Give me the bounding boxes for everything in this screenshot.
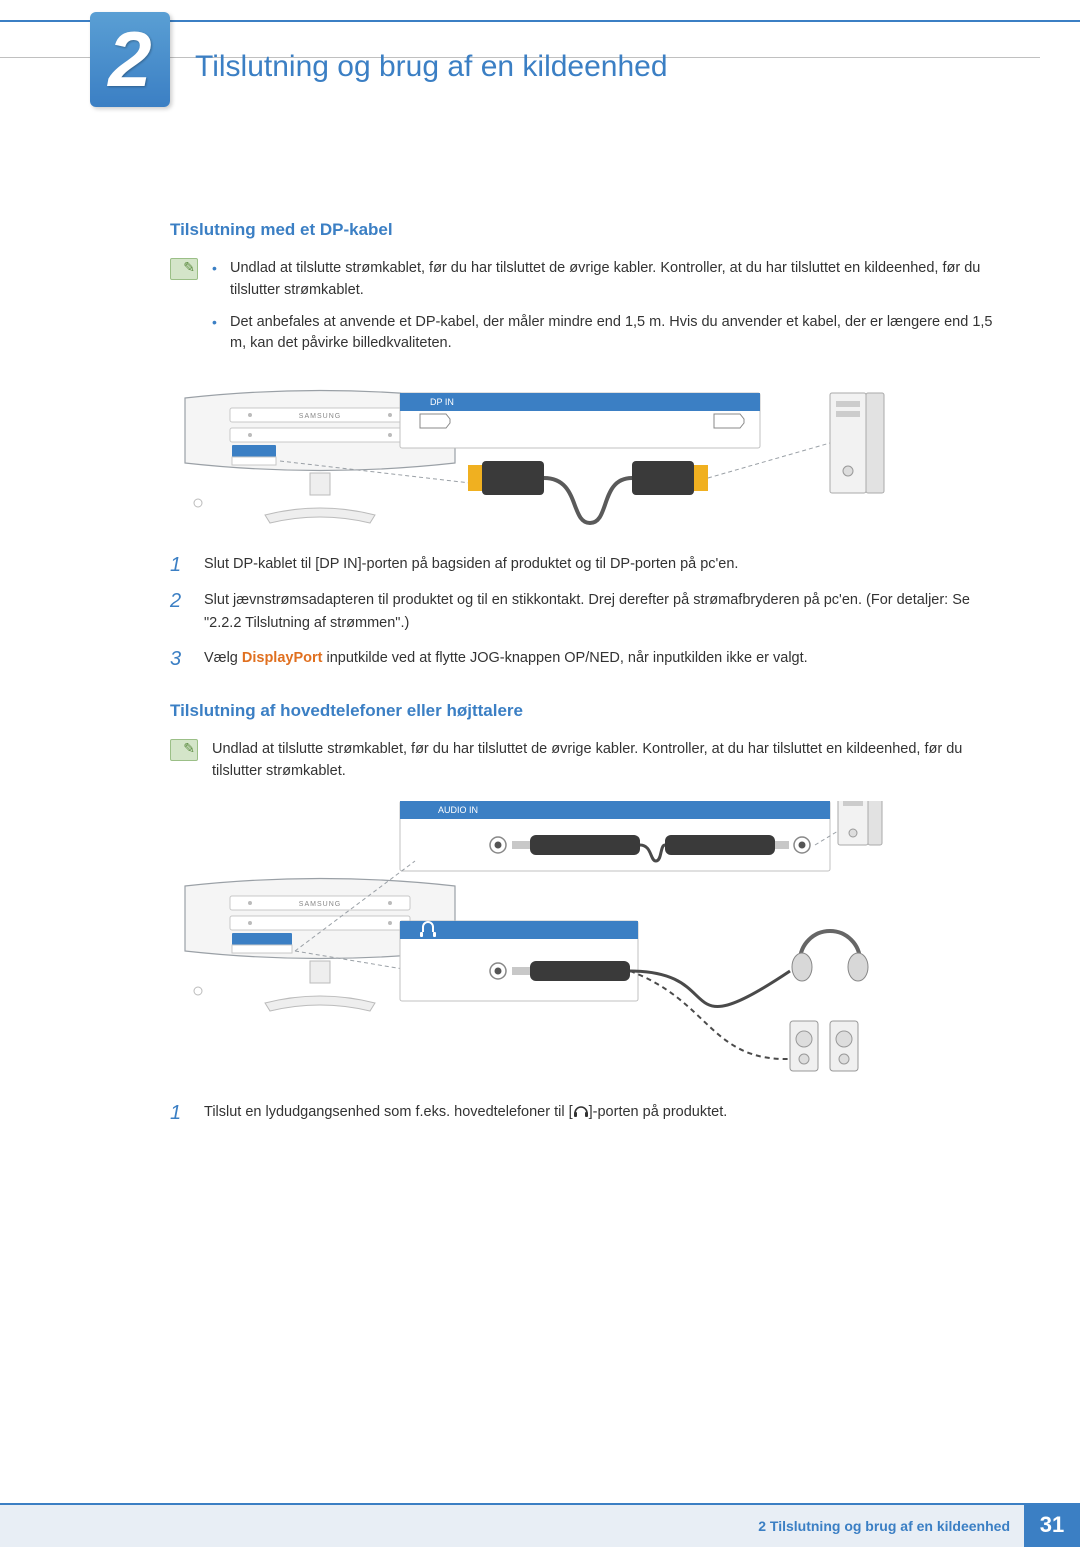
speakers-icon [790, 1021, 858, 1071]
note-item: Undlad at tilslutte strømkablet, før du … [212, 258, 1000, 302]
dp-port-label: DP IN [430, 397, 454, 407]
headphone-icon [573, 1104, 589, 1118]
step-text-pre: Tilslut en lydudgangsenhed som f.eks. ho… [204, 1104, 573, 1120]
audio-in-port-icon: AUDIO IN [400, 801, 830, 871]
monitor-brand-label: SAMSUNG [299, 413, 341, 420]
step-text: Slut DP-kablet til [DP IN]-porten på bag… [204, 553, 1000, 577]
step-item: 1 Tilslut en lydudgangsenhed som f.eks. … [170, 1101, 1000, 1125]
step-text: Slut jævnstrømsadapteren til produktet o… [204, 589, 1000, 635]
note-block: Undlad at tilslutte strømkablet, før du … [170, 739, 1000, 783]
step-number: 3 [170, 647, 186, 671]
footer-chapter-ref: 2 Tilslutning og brug af en kildeenhed [0, 1503, 1024, 1547]
note-list: Undlad at tilslutte strømkablet, før du … [212, 258, 1000, 365]
step-number: 2 [170, 589, 186, 635]
page-footer: 2 Tilslutning og brug af en kildeenhed 3… [0, 1503, 1080, 1547]
chapter-title: Tilslutning og brug af en kildeenhed [195, 50, 668, 84]
audio-port-label: AUDIO IN [438, 805, 478, 815]
note-block: Undlad at tilslutte strømkablet, før du … [170, 258, 1000, 365]
step-number: 1 [170, 553, 186, 577]
dp-cable-diagram: SAMSUNG DP IN [170, 383, 890, 533]
note-item: Det anbefales at anvende et DP-kabel, de… [212, 312, 1000, 356]
page-content: Tilslutning med et DP-kabel Undlad at ti… [0, 120, 1080, 1125]
audio-diagram: AUDIO IN SAMSUNG [170, 801, 890, 1081]
chapter-number: 2 [108, 14, 151, 105]
step-item: 1 Slut DP-kablet til [DP IN]-porten på b… [170, 553, 1000, 577]
step-highlight: DisplayPort [242, 650, 323, 666]
headphones-icon [792, 931, 868, 981]
step-number: 1 [170, 1101, 186, 1125]
dp-cable-icon [468, 443, 830, 523]
step-item: 3 Vælg DisplayPort inputkilde ved at fly… [170, 647, 1000, 671]
note-text: Undlad at tilslutte strømkablet, før du … [212, 739, 1000, 783]
step-text: Tilslut en lydudgangsenhed som f.eks. ho… [204, 1101, 1000, 1125]
step-text: Vælg DisplayPort inputkilde ved at flytt… [204, 647, 1000, 671]
headphone-out-port-icon [400, 921, 638, 1001]
audio-cable-icon [630, 971, 790, 1007]
note-icon [170, 739, 198, 761]
dp-port-icon: DP IN [400, 393, 760, 448]
pc-tower-icon [830, 393, 884, 493]
dp-steps: 1 Slut DP-kablet til [DP IN]-porten på b… [170, 553, 1000, 671]
page-header: 2 Tilslutning og brug af en kildeenhed [0, 20, 1080, 120]
monitor-brand-label: SAMSUNG [299, 901, 341, 908]
audio-cable-alt-icon [630, 971, 790, 1059]
step-item: 2 Slut jævnstrømsadapteren til produktet… [170, 589, 1000, 635]
chapter-badge: 2 [90, 12, 170, 107]
step-text-post: ]-porten på produktet. [589, 1104, 728, 1120]
step-text-pre: Vælg [204, 650, 242, 666]
audio-steps: 1 Tilslut en lydudgangsenhed som f.eks. … [170, 1101, 1000, 1125]
step-text-post: inputkilde ved at flytte JOG-knappen OP/… [322, 650, 807, 666]
section-heading-audio: Tilslutning af hovedtelefoner eller højt… [170, 701, 1000, 721]
pc-tower-icon [838, 801, 882, 845]
section-heading-dp: Tilslutning med et DP-kabel [170, 220, 1000, 240]
note-icon [170, 258, 198, 280]
footer-page-number: 31 [1024, 1503, 1080, 1547]
